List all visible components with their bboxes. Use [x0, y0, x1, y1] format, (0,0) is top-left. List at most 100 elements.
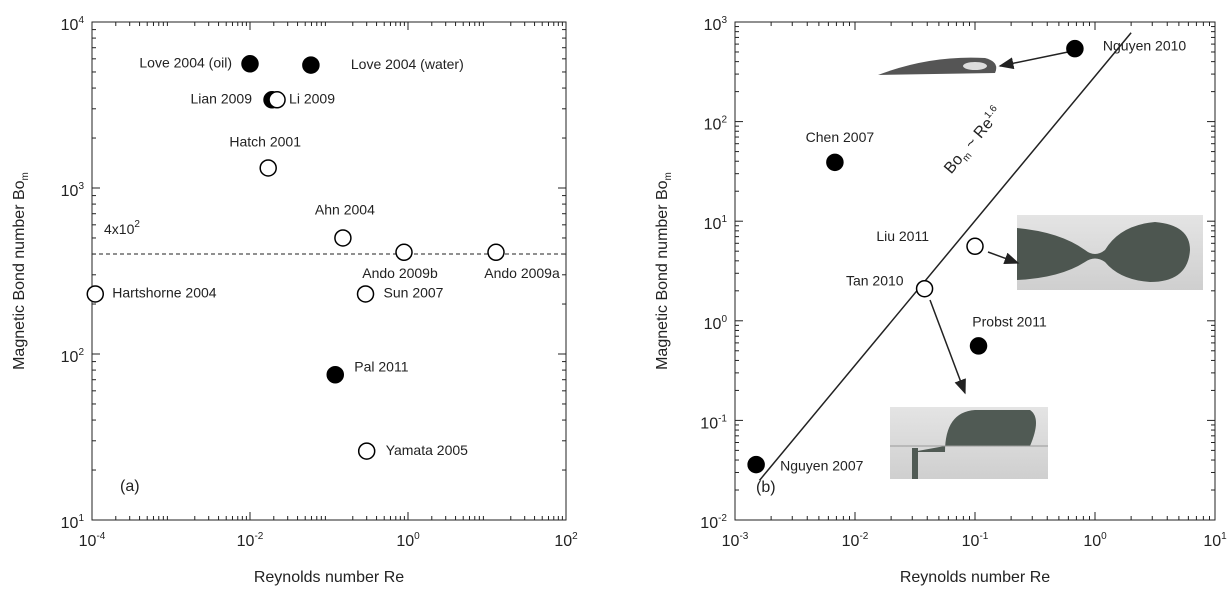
- x-tick-label: 10-4: [79, 531, 106, 550]
- tick-base: 10: [554, 533, 572, 550]
- superscript: 0: [721, 314, 727, 325]
- superscript: 2: [134, 219, 140, 230]
- y-tick-label: 100: [704, 314, 728, 333]
- tick-base: 10: [842, 533, 860, 550]
- point-label: Probst 2011: [972, 314, 1047, 330]
- droplet-photo-top: [878, 57, 997, 75]
- superscript: -3: [739, 531, 748, 542]
- plot-frame: [91, 21, 567, 521]
- data-point: [395, 243, 413, 262]
- superscript: -2: [859, 531, 868, 542]
- point-label: Pal 2011: [354, 358, 408, 374]
- superscript: 1: [721, 214, 727, 225]
- superscript: 3: [721, 15, 727, 26]
- panel-annotation: (a): [120, 478, 140, 495]
- tick-base: 10: [61, 17, 79, 34]
- tick-base: 10: [704, 216, 722, 233]
- y-tick-label: 102: [704, 115, 728, 134]
- point-label: Hatch 2001: [229, 134, 301, 150]
- data-point: [259, 159, 277, 177]
- point-label: Lian 2009: [191, 90, 253, 106]
- x-tick-label: 102: [554, 531, 578, 550]
- data-point: [1066, 39, 1084, 58]
- y-tick-label: 10-1: [700, 414, 727, 433]
- point-label: Love 2004 (water): [351, 56, 464, 72]
- data-point: [326, 365, 345, 384]
- data-point: [268, 91, 286, 109]
- tick-base: 10: [704, 117, 722, 134]
- point-label: Ando 2009a: [484, 265, 560, 281]
- superscript: 0: [1101, 531, 1107, 542]
- label-base: ~ Re: [959, 115, 997, 156]
- y-tick-label: 103: [61, 181, 85, 200]
- superscript: 2: [78, 347, 84, 358]
- tick-base: 10: [704, 316, 722, 333]
- tick-base: 10: [237, 533, 255, 550]
- superscript: 2: [721, 115, 727, 126]
- point-label: Chen 2007: [806, 129, 875, 145]
- y-tick-label: 104: [61, 15, 85, 34]
- tick-base: 10: [61, 183, 79, 200]
- data-point: [747, 455, 765, 474]
- point-label: Sun 2007: [384, 285, 444, 301]
- point-label: Ahn 2004: [315, 202, 375, 218]
- tick-base: 10: [700, 515, 718, 532]
- fit-label: Bom ~ Re1.6: [940, 103, 1009, 179]
- data-point: [966, 237, 984, 256]
- data-point: [241, 55, 259, 73]
- data-point: [356, 285, 375, 303]
- superscript: -4: [96, 531, 105, 542]
- data-point: [334, 229, 352, 247]
- label-base: Magnetic Bond number Bo: [654, 180, 671, 370]
- tick-base: 10: [700, 416, 718, 433]
- tick-base: 10: [722, 533, 740, 550]
- superscript: 4: [78, 15, 84, 26]
- y-tick-label: 10-2: [700, 513, 727, 532]
- y-tick-label: 102: [61, 347, 85, 366]
- label-base: Magnetic Bond number Bo: [11, 180, 28, 370]
- y-tick-label: 101: [61, 513, 85, 532]
- superscript: 3: [78, 181, 84, 192]
- point-label: Nguyen 2007: [780, 457, 864, 473]
- superscript: 1: [1221, 531, 1227, 542]
- x-tick-label: 100: [396, 531, 420, 550]
- x-tick-label: 10-1: [962, 531, 989, 550]
- superscript: 0: [414, 531, 420, 542]
- y-axis-label: Magnetic Bond number Bom: [654, 172, 674, 370]
- tick-base: 10: [61, 515, 79, 532]
- droplet-photo-bottom: [890, 407, 1048, 479]
- point-label: Hartshorne 2004: [112, 285, 217, 301]
- point-label: Love 2004 (oil): [139, 55, 232, 71]
- point-label: Li 2009: [289, 90, 335, 106]
- threshold-label: 4x102: [104, 219, 140, 237]
- y-axis-label: Magnetic Bond number Bom: [11, 172, 31, 370]
- point-label: Nguyen 2010: [1103, 37, 1187, 53]
- panel: 10-3 10-2 10-1 100 10110-210-1100101102103Re…: [654, 15, 1227, 586]
- panel-annotation: (b): [756, 479, 776, 496]
- tick-base: 10: [1203, 533, 1221, 550]
- tick-base: 10: [1083, 533, 1101, 550]
- y-tick-label: 101: [704, 214, 728, 233]
- superscript: -2: [718, 513, 727, 524]
- label-base: 4x10: [104, 221, 135, 237]
- superscript: -2: [254, 531, 263, 542]
- point-label: Liu 2011: [876, 228, 929, 244]
- superscript: 2: [572, 531, 578, 542]
- x-tick-label: 100: [1083, 531, 1107, 550]
- data-point: [915, 279, 934, 298]
- tick-base: 10: [396, 533, 414, 550]
- data-point: [826, 153, 844, 172]
- y-tick-label: 103: [704, 15, 728, 34]
- data-point: [487, 243, 505, 262]
- tick-base: 10: [704, 17, 722, 34]
- data-point: [86, 285, 105, 303]
- x-tick-label: 10-2: [237, 531, 264, 550]
- tick-base: 10: [962, 533, 980, 550]
- superscript: m: [20, 172, 31, 180]
- x-axis-label: Reynolds number Re: [900, 569, 1050, 586]
- tick-base: 10: [61, 349, 79, 366]
- fit-line: [758, 32, 1132, 481]
- superscript: 1: [78, 513, 84, 524]
